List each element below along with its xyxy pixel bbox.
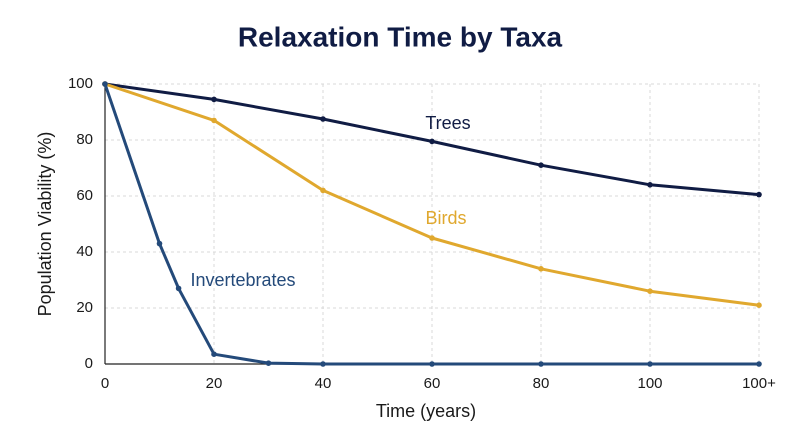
x-tick-label: 100 <box>637 375 662 392</box>
data-point <box>265 360 272 366</box>
data-point <box>429 361 435 367</box>
y-tick-label: 0 <box>85 355 93 372</box>
data-point <box>538 162 544 168</box>
data-point <box>756 191 762 198</box>
y-tick-label: 80 <box>76 131 93 148</box>
series-label: Birds <box>425 208 466 228</box>
data-point <box>647 182 653 188</box>
x-tick-label: 80 <box>533 375 550 392</box>
series-line <box>103 83 759 366</box>
data-point <box>429 235 435 241</box>
x-tick-label: 0 <box>101 375 109 392</box>
series-label: Trees <box>425 113 470 133</box>
x-axis-label: Time (years) <box>376 401 476 421</box>
data-point <box>156 240 163 247</box>
data-point <box>175 285 182 292</box>
chart-title: Relaxation Time by Taxa <box>238 21 563 52</box>
data-point <box>429 138 435 145</box>
y-axis-label: Population Viability (%) <box>35 132 55 317</box>
data-point <box>756 302 762 309</box>
data-point <box>102 81 108 87</box>
y-tick-label: 40 <box>76 243 93 260</box>
x-tick-label: 100+ <box>742 375 776 392</box>
y-tick-label: 100 <box>68 75 93 92</box>
data-point <box>320 187 326 194</box>
data-point <box>756 361 762 367</box>
x-tick-label: 60 <box>424 375 441 392</box>
data-point <box>647 361 653 367</box>
y-tick-label: 20 <box>76 299 93 316</box>
data-point <box>211 351 217 358</box>
y-tick-label: 60 <box>76 187 93 204</box>
data-point <box>538 266 544 272</box>
x-tick-label: 20 <box>206 375 223 392</box>
data-point <box>647 288 653 295</box>
data-point <box>320 361 326 367</box>
data-point <box>320 116 326 122</box>
data-point <box>211 117 217 124</box>
data-point <box>211 96 217 103</box>
x-tick-label: 40 <box>315 375 332 392</box>
data-point <box>538 361 544 367</box>
series-label: Invertebrates <box>190 270 295 290</box>
